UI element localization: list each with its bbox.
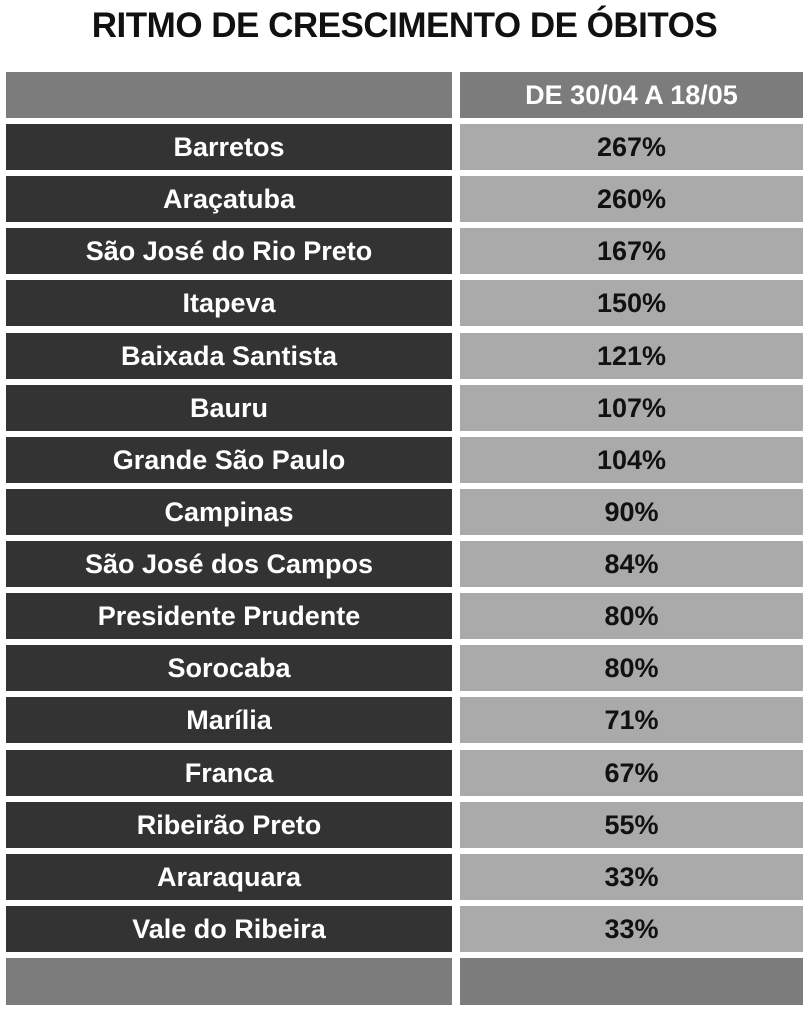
region-cell: Franca	[6, 750, 452, 796]
region-cell: Marília	[6, 697, 452, 743]
region-cell: Grande São Paulo	[6, 437, 452, 483]
growth-cell: 33%	[460, 906, 803, 952]
growth-cell: 167%	[460, 228, 803, 274]
region-cell: Ribeirão Preto	[6, 802, 452, 848]
region-cell: Bauru	[6, 385, 452, 431]
region-cell: Presidente Prudente	[6, 593, 452, 639]
growth-cell: 150%	[460, 280, 803, 326]
region-cell: São José do Rio Preto	[6, 228, 452, 274]
growth-cell: 104%	[460, 437, 803, 483]
header-empty-cell	[6, 72, 452, 118]
growth-cell: 55%	[460, 802, 803, 848]
growth-cell: 121%	[460, 333, 803, 379]
growth-cell: 90%	[460, 489, 803, 535]
region-cell: Itapeva	[6, 280, 452, 326]
title: RITMO DE CRESCIMENTO DE ÓBITOS	[91, 6, 718, 45]
region-cell: Campinas	[6, 489, 452, 535]
growth-cell: 267%	[460, 124, 803, 170]
region-cell: Sorocaba	[6, 645, 452, 691]
column-header: DE 30/04 A 18/05	[460, 72, 803, 118]
region-cell: Barretos	[6, 124, 452, 170]
growth-cell: 33%	[460, 854, 803, 900]
growth-cell: 107%	[460, 385, 803, 431]
growth-cell: 84%	[460, 541, 803, 587]
footer-cell	[460, 958, 803, 1005]
region-cell: Araçatuba	[6, 176, 452, 222]
growth-cell: 67%	[460, 750, 803, 796]
region-cell: Baixada Santista	[6, 333, 452, 379]
region-cell: São José dos Campos	[6, 541, 452, 587]
region-cell: Vale do Ribeira	[6, 906, 452, 952]
region-cell: Araraquara	[6, 854, 452, 900]
growth-cell: 80%	[460, 593, 803, 639]
growth-cell: 80%	[460, 645, 803, 691]
footer-cell	[6, 958, 452, 1005]
growth-cell: 260%	[460, 176, 803, 222]
growth-cell: 71%	[460, 697, 803, 743]
